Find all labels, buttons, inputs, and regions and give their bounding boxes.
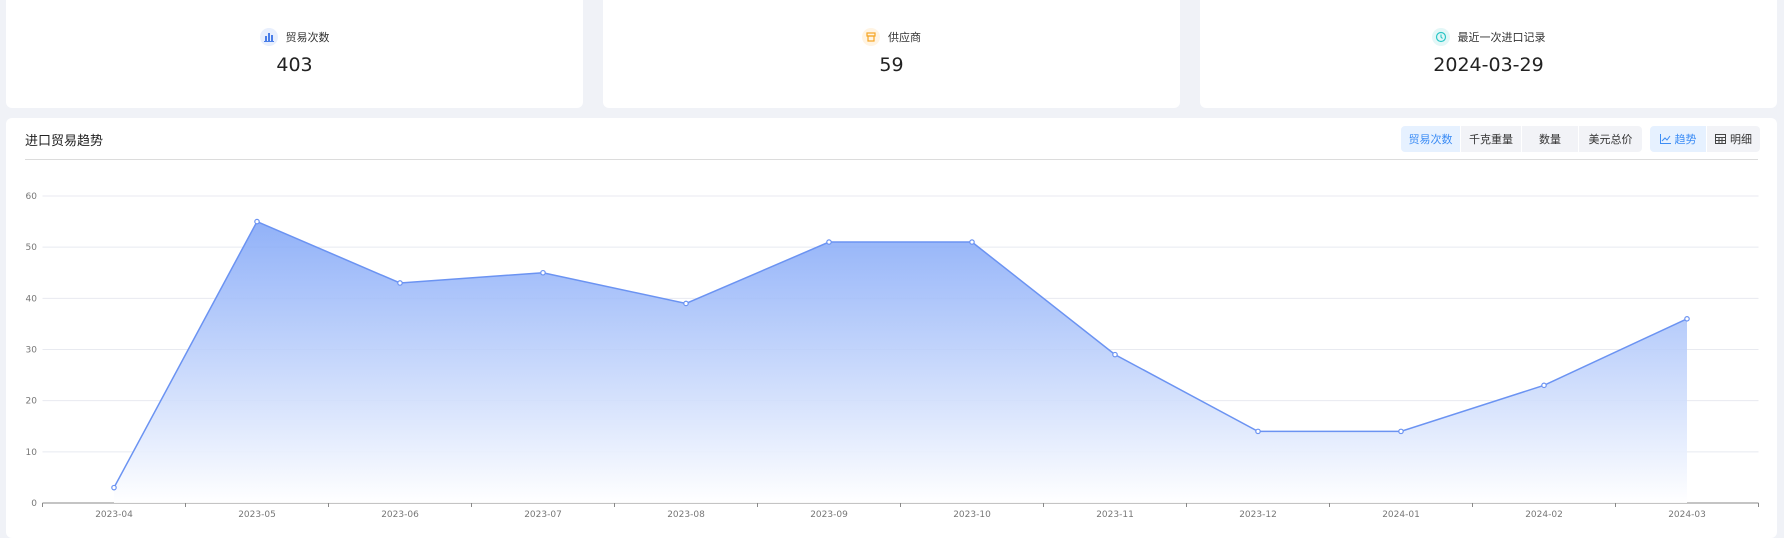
stat-label: 最近一次进口记录 [1457, 31, 1546, 44]
tab-detail[interactable]: 明细 [1707, 126, 1760, 152]
stat-value: 2024-03-29 [1433, 54, 1544, 76]
stat-card-suppliers: 供应商 59 [603, 0, 1180, 108]
stat-card-trade-count: 贸易次数 403 [6, 0, 583, 108]
metric-tabs: 贸易次数 千克重量 数量 美元总价 [1401, 126, 1642, 152]
tab-trend-label: 趋势 [1674, 133, 1697, 146]
clock-icon [1431, 28, 1450, 46]
tab-detail-label: 明细 [1730, 133, 1752, 146]
tab-kg-weight[interactable]: 千克重量 [1461, 126, 1521, 152]
bar-chart-icon [259, 28, 278, 46]
panel-divider [25, 159, 1758, 160]
tab-quantity[interactable]: 数量 [1522, 126, 1578, 152]
panel-title: 进口贸易趋势 [25, 134, 104, 149]
view-tabs: 趋势 明细 [1650, 126, 1760, 152]
stat-card-last-import: 最近一次进口记录 2024-03-29 [1200, 0, 1777, 108]
table-icon [1715, 134, 1726, 144]
store-icon [862, 28, 880, 46]
trend-panel: 进口贸易趋势 贸易次数 千克重量 数量 美元总价 趋势 明细 [6, 118, 1777, 538]
stat-value: 59 [879, 54, 904, 76]
line-chart-icon [1659, 134, 1671, 144]
stat-label: 供应商 [888, 31, 921, 44]
stat-label: 贸易次数 [285, 31, 330, 44]
tab-trend[interactable]: 趋势 [1650, 126, 1706, 152]
tab-trade-count[interactable]: 贸易次数 [1401, 126, 1460, 152]
tab-usd-total[interactable]: 美元总价 [1579, 126, 1642, 152]
stat-value: 403 [276, 54, 313, 76]
